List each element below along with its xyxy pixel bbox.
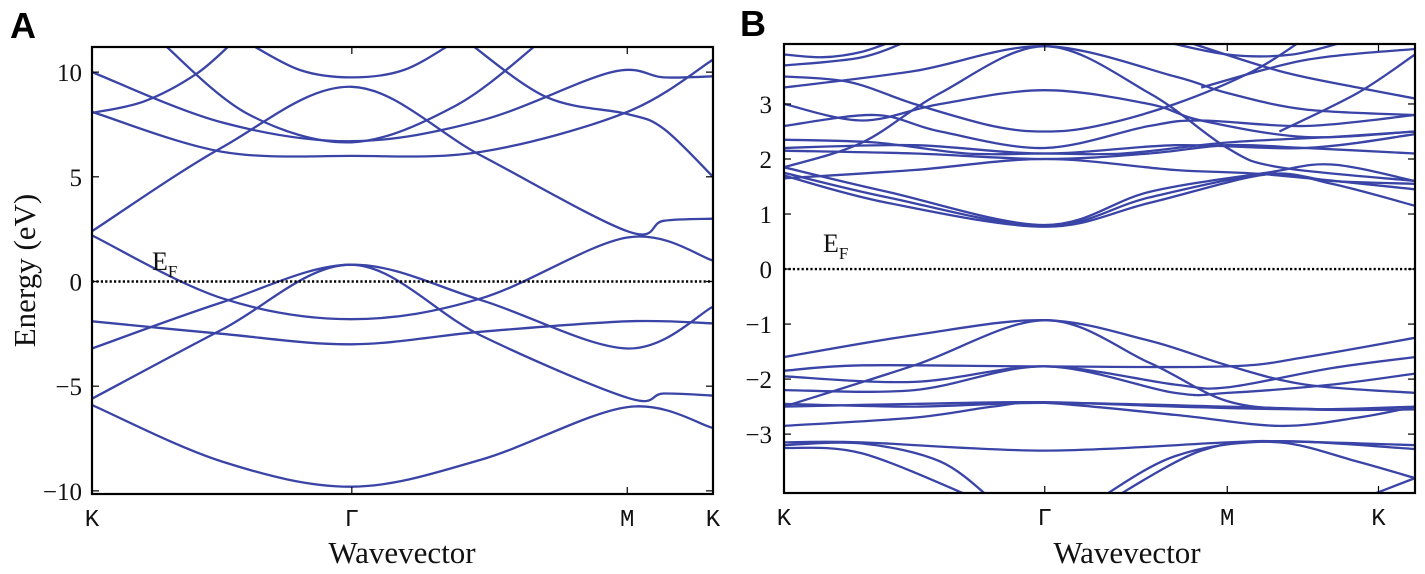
band-line-band-4: [92, 319, 713, 346]
fermi-label: EF: [823, 229, 848, 263]
y-tick-label: 10: [57, 60, 82, 87]
band-line-c11: [784, 45, 1415, 117]
band-line-c17: [1190, 44, 1415, 100]
fermi-label-e: E: [823, 229, 839, 258]
fermi-label-subscript: F: [168, 262, 177, 281]
band-line-c9: [784, 89, 1415, 139]
x-tick-label: Γ: [345, 507, 359, 534]
band-line-c14: [784, 44, 1299, 133]
x-tick-label: K: [706, 507, 721, 534]
band-line-band-12: [472, 47, 713, 178]
fermi-label-subscript: F: [839, 244, 848, 263]
band-line-v5: [784, 365, 1415, 397]
x-tick-label: M: [620, 507, 634, 534]
panel-b: B EF 3 2 1 0 −1 −2 −3 K Γ M K Wavevector: [740, 3, 1417, 570]
bands-group: [92, 47, 713, 488]
panel-label: B: [740, 3, 766, 44]
y-tick-label: −5: [55, 374, 82, 401]
band-line-c4: [784, 157, 1415, 191]
band-line-band-11: [92, 58, 713, 158]
band-line-v10: [784, 441, 986, 493]
y-tick-label: −2: [745, 367, 772, 394]
band-line-band-5: [92, 234, 713, 321]
band-line-v11: [784, 446, 966, 493]
x-tick-label: K: [1371, 506, 1386, 533]
band-line-band-2: [92, 263, 713, 403]
band-line-band-6: [92, 85, 713, 236]
band-line-c12: [784, 44, 904, 67]
panel-label: A: [10, 5, 36, 46]
band-line-v14: [1373, 477, 1415, 493]
y-tick-label: 0: [760, 257, 773, 284]
y-axis-title: Energy (eV): [7, 194, 42, 348]
band-line-band-3: [92, 263, 713, 350]
plot-frame: [90, 45, 715, 496]
band-line-c8: [784, 113, 1415, 150]
fermi-label-e: E: [152, 247, 168, 276]
fermi-label: EF: [152, 247, 177, 281]
band-line-v1: [784, 319, 1415, 395]
band-line-band-1: [92, 403, 713, 488]
band-line-band-10: [92, 47, 230, 115]
band-line-v3: [784, 336, 1415, 372]
y-tick-label: 0: [70, 269, 83, 296]
band-line-v8: [784, 401, 1415, 428]
band-line-v12: [1106, 440, 1415, 493]
x-axis-title: Wavevector: [328, 535, 476, 570]
y-tick-label: 1: [760, 202, 773, 229]
band-line-c13: [784, 44, 889, 59]
band-line-c3: [784, 163, 1415, 227]
y-tick-label: 2: [760, 147, 773, 174]
band-line-c2: [784, 171, 1415, 228]
x-axis-title: Wavevector: [1053, 535, 1201, 570]
y-tick-label: −10: [43, 479, 82, 506]
band-line-c16: [1200, 47, 1415, 89]
band-line-v13: [1119, 440, 1415, 493]
y-tick-label: 3: [760, 92, 773, 119]
band-line-band-7: [253, 47, 449, 79]
band-line-v4: [784, 355, 1415, 390]
y-tick-label: −3: [745, 422, 772, 449]
x-tick-label: K: [85, 507, 100, 534]
band-line-band-9: [92, 68, 713, 143]
x-tick-label: K: [777, 506, 792, 533]
y-tick-label: 5: [70, 165, 83, 192]
x-tick-label: Γ: [1038, 506, 1052, 533]
x-tick-label: M: [1220, 506, 1234, 533]
band-line-c18: [1278, 53, 1415, 133]
band-line-c15: [1169, 44, 1341, 58]
band-line-v7: [784, 400, 1415, 411]
band-line-c10: [784, 45, 1415, 183]
y-tick-label: −1: [745, 312, 772, 339]
bands-group: [784, 44, 1415, 493]
band-line-band-8: [165, 47, 536, 144]
